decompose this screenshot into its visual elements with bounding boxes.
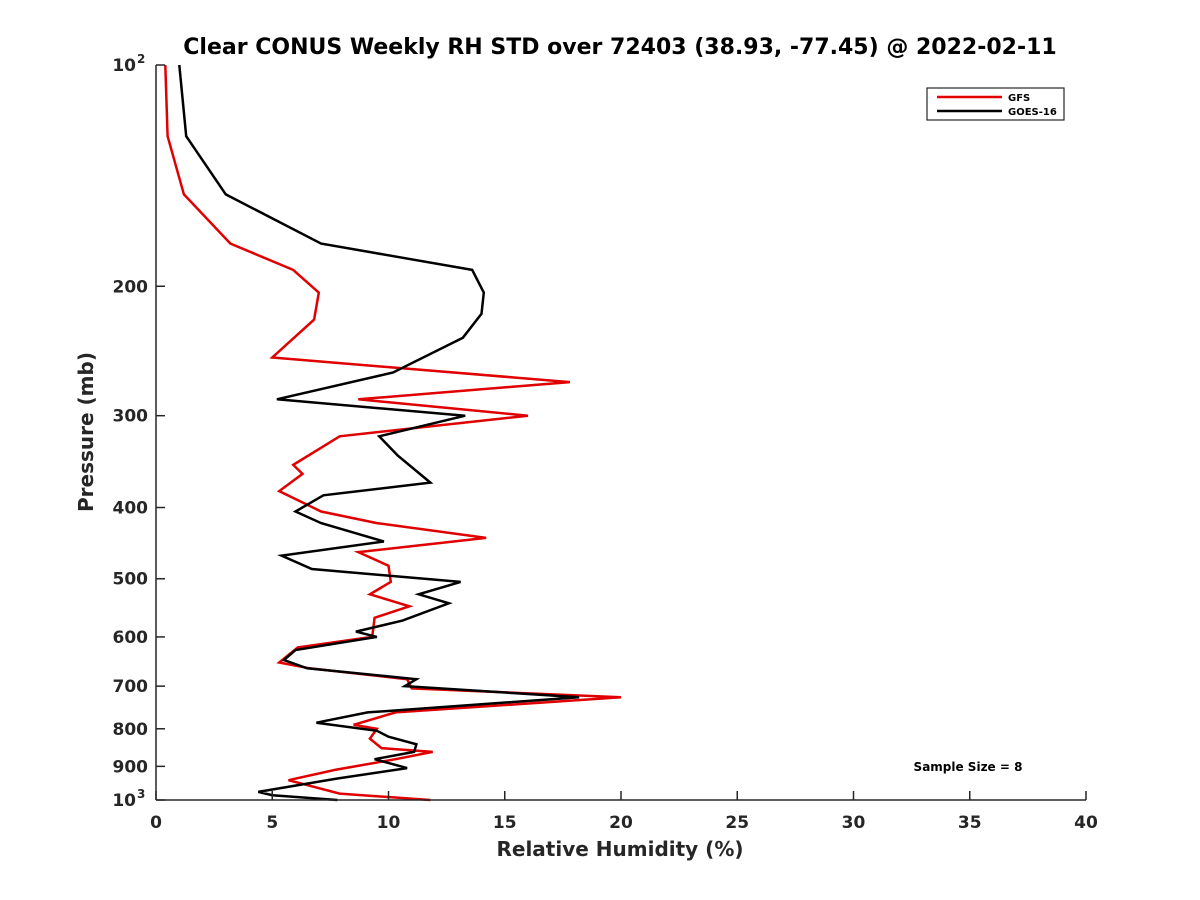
y-tick-label: 10	[112, 56, 136, 76]
legend-box	[926, 87, 1065, 121]
y-tick-label: 500	[113, 570, 149, 590]
legend-label-gfs: GFS	[1008, 93, 1030, 104]
legend: GFS GOES-16	[926, 87, 1065, 121]
x-tick-label: 40	[1074, 813, 1098, 833]
series-layer	[164, 64, 622, 802]
y-tick-label-exponent: 3	[137, 787, 145, 801]
series-line-gfs	[164, 64, 622, 802]
y-tick-label: 800	[113, 720, 149, 740]
x-tick-label: 5	[266, 813, 278, 833]
x-tick-label: 0	[150, 813, 162, 833]
y-tick-label: 600	[113, 628, 149, 648]
x-axis-label: Relative Humidity (%)	[496, 837, 743, 861]
sample-size-annotation: Sample Size = 8	[914, 760, 1023, 774]
x-tick-label: 15	[493, 813, 517, 833]
x-tick-label: 30	[842, 813, 866, 833]
x-axis-ticks: 0 5 10 15 20 25 30 35 40	[150, 791, 1098, 833]
y-tick-label: 400	[113, 499, 149, 519]
x-tick-label: 20	[609, 813, 633, 833]
legend-label-goes16: GOES-16	[1008, 107, 1057, 118]
x-tick-label: 10	[377, 813, 401, 833]
y-tick-label: 10	[112, 791, 136, 811]
series-line-goes16	[178, 64, 580, 802]
y-tick-label-exponent: 2	[137, 52, 145, 66]
chart-title: Clear CONUS Weekly RH STD over 72403 (38…	[183, 35, 1056, 60]
x-tick-label: 35	[958, 813, 982, 833]
y-tick-label: 300	[113, 407, 149, 427]
x-tick-label: 25	[725, 813, 749, 833]
y-axis-label: Pressure (mb)	[74, 352, 98, 512]
y-tick-label: 900	[113, 757, 149, 777]
y-tick-label: 200	[113, 277, 149, 297]
y-tick-label: 700	[113, 677, 149, 697]
